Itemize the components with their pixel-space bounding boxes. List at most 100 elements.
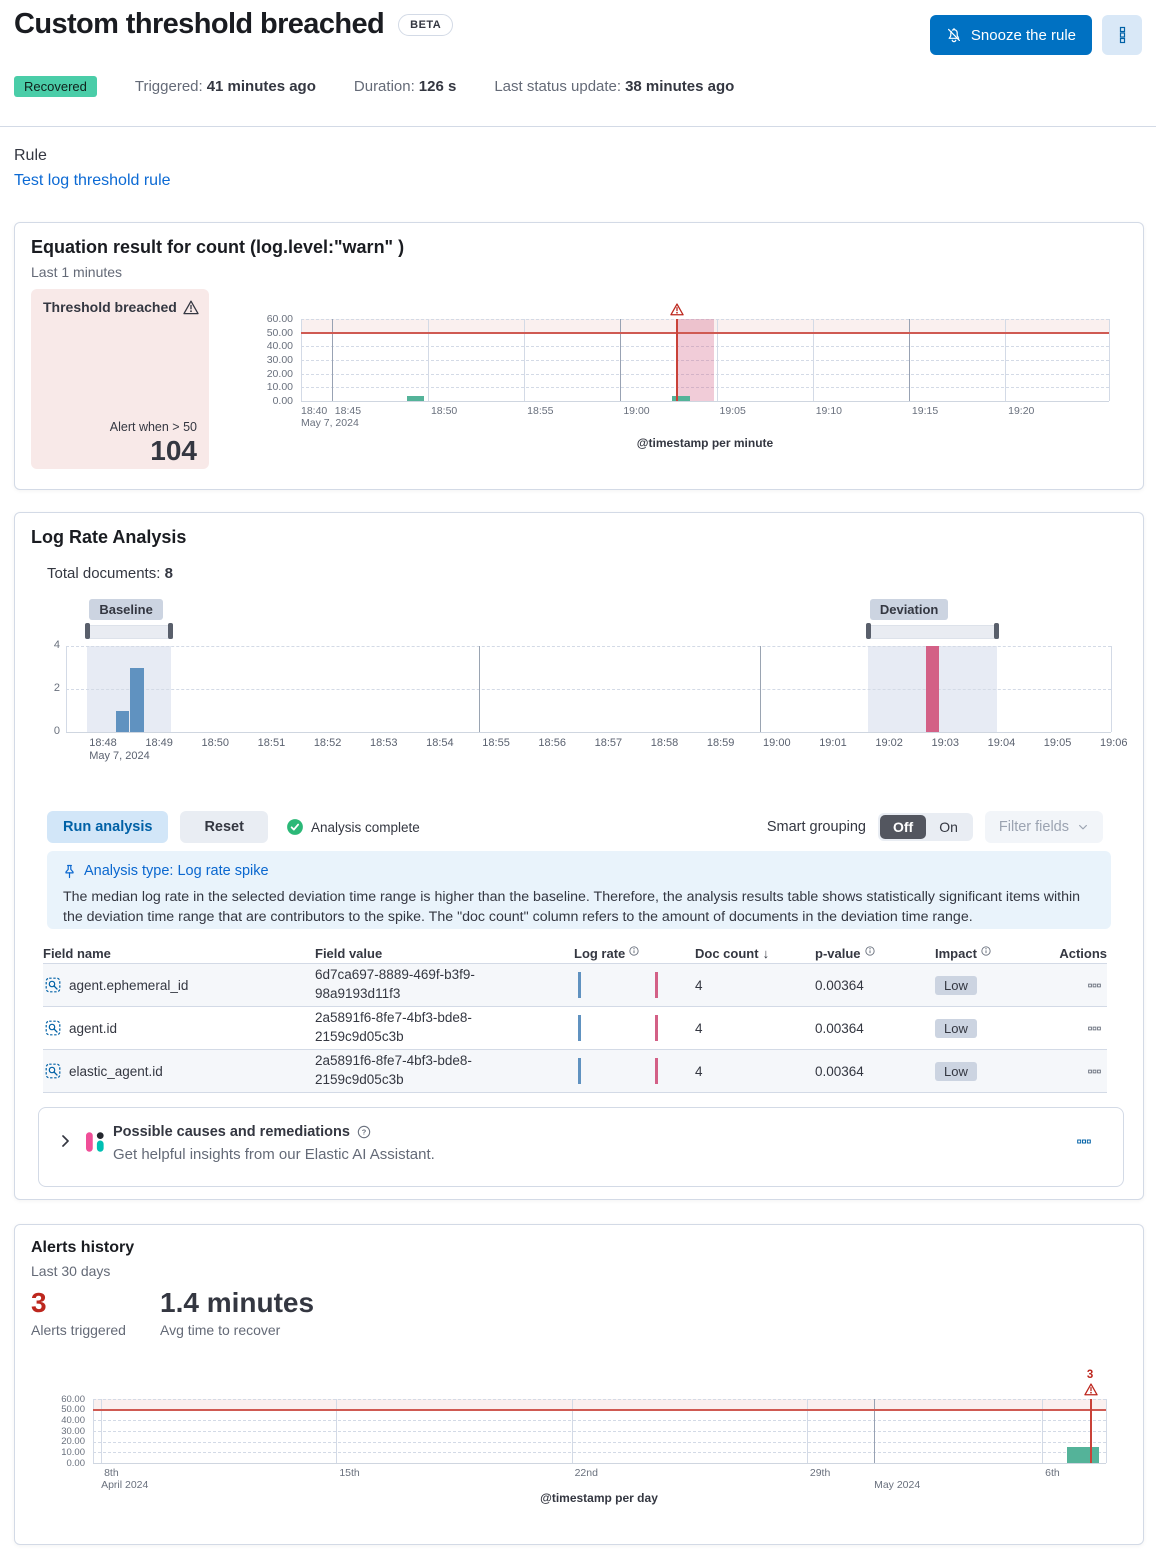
deviation-brush-handle-left[interactable] (865, 623, 871, 639)
equation-panel-title: Equation result for count (log.level:"wa… (31, 237, 405, 257)
log-rate-sparkline (574, 964, 695, 1006)
impact-cell: Low (935, 1018, 1055, 1038)
triggered-stat: Triggered: 41 minutes ago (134, 78, 316, 95)
row-actions-button[interactable] (1086, 981, 1103, 990)
alerts-history-axis-title: @timestamp per day (540, 1491, 658, 1505)
info-icon (981, 945, 991, 956)
threshold-card-title: Threshold breached (43, 299, 177, 315)
deviation-bar (925, 646, 939, 732)
impact-cell: Low (935, 975, 1055, 995)
equation-result-panel: Equation result for count (log.level:"wa… (14, 222, 1144, 490)
alerts-history-subtitle: Last 30 days (31, 1263, 111, 1279)
question-circle-icon: ? (357, 1125, 371, 1139)
smart-grouping-toggle: Off On (877, 813, 973, 841)
svg-text:?: ? (362, 1128, 367, 1137)
warning-triangle-icon (183, 300, 199, 315)
keyword-field-icon (45, 977, 61, 993)
header-actions: Snooze the rule (929, 15, 1142, 55)
rule-link[interactable]: Test log threshold rule (14, 172, 171, 189)
total-documents: Total documents: 8 (47, 565, 173, 582)
status-badge: Recovered (14, 76, 97, 97)
equation-result-value: 104 (150, 435, 197, 466)
threshold-breached-card: Threshold breached Alert when > 50 104 (31, 289, 209, 469)
field-value-cell: 6d7ca697-8889-469f-b3f9-98a9193d11f3 (315, 967, 475, 1001)
baseline-badge: Baseline (89, 599, 163, 620)
toggle-off-option[interactable]: Off (879, 815, 927, 839)
field-name-cell: elastic_agent.id (43, 1063, 315, 1079)
alerts-triggered-count: 3 (31, 1287, 47, 1318)
table-header-row: Field name Field value Log rate Doc coun… (43, 943, 1107, 963)
p-value-cell: 0.00364 (815, 1063, 864, 1079)
sort-desc-icon: ↓ (762, 945, 770, 961)
equation-panel-subtitle: Last 1 minutes (31, 264, 123, 280)
col-impact[interactable]: Impact (935, 946, 1055, 961)
info-icon (864, 945, 875, 956)
doc-count-cell: 4 (695, 1063, 703, 1079)
deviation-spark-bar (655, 1058, 658, 1084)
table-body: agent.ephemeral_id 6d7ca697-8889-469f-b3f… (43, 963, 1107, 1093)
baseline-spark-bar (578, 1058, 581, 1084)
ai-insight-panel[interactable]: Possible causes and remediations ? Get h… (38, 1107, 1124, 1187)
ai-panel-subtitle: Get helpful insights from our Elastic AI… (113, 1146, 435, 1163)
p-value-cell: 0.00364 (815, 977, 864, 993)
alert-annotation-icon (670, 303, 684, 316)
avg-recover-label: Avg time to recover (160, 1322, 281, 1338)
filter-fields-button[interactable]: Filter fields (984, 811, 1103, 843)
alert-status-row: Recovered Triggered: 41 minutes ago Durat… (14, 76, 734, 97)
analysis-type-description: The median log rate in the selected devi… (63, 889, 1081, 926)
header-divider (0, 126, 1156, 127)
col-field-name[interactable]: Field name (43, 945, 111, 961)
run-analysis-button[interactable]: Run analysis (47, 811, 169, 843)
impact-badge: Low (935, 1061, 977, 1081)
more-actions-button[interactable] (1102, 15, 1142, 55)
baseline-brush-handle-left[interactable] (85, 623, 91, 639)
boxes-vertical-icon (1119, 26, 1126, 44)
col-log-rate[interactable]: Log rate (574, 946, 695, 961)
alerts-history-panel: Alerts history Last 30 days 3 Alerts tri… (14, 1224, 1144, 1545)
page-title: Custom threshold breached (14, 8, 385, 40)
baseline-bar (115, 710, 129, 732)
chevron-down-icon (1077, 821, 1089, 833)
rule-section-label: Rule (14, 147, 47, 164)
reset-button[interactable]: Reset (180, 811, 268, 843)
log-rate-analysis-panel: Log Rate Analysis Total documents: 8 Bas… (14, 512, 1144, 1200)
impact-cell: Low (935, 1061, 1055, 1081)
deviation-brush-handle-right[interactable] (994, 623, 999, 639)
analysis-results-table: Field name Field value Log rate Doc coun… (43, 943, 1107, 1093)
equation-chart-axis-title: @timestamp per minute (636, 436, 774, 450)
analysis-type-callout: Analysis type: Log rate spike The median… (47, 851, 1111, 929)
row-actions-button[interactable] (1086, 1024, 1103, 1033)
baseline-spark-bar (578, 972, 581, 998)
alerts-history-title: Alerts history (31, 1239, 135, 1256)
keyword-field-icon (45, 1063, 61, 1079)
col-field-value[interactable]: Field value (315, 945, 383, 961)
log-rate-sparkline (574, 1050, 695, 1092)
chart-bar (406, 395, 425, 401)
info-icon (629, 945, 639, 956)
smart-grouping-label: Smart grouping (766, 819, 866, 835)
avg-recover-value: 1.4 minutes (160, 1287, 315, 1318)
equation-chart: 60.00 50.00 40.00 30.00 20.00 10.00 0.00 18:40 1… (267, 303, 1110, 429)
keyword-field-icon (45, 1020, 61, 1036)
ai-panel-actions-button[interactable] (1071, 1138, 1097, 1145)
doc-count-cell: 4 (695, 1020, 703, 1036)
toggle-on-option[interactable]: On (939, 819, 958, 835)
table-row: elastic_agent.id 2a5891f6-8fe7-4bf3-bde8-… (43, 1049, 1107, 1093)
row-actions-button[interactable] (1086, 1067, 1103, 1076)
field-value-cell: 2a5891f6-8fe7-4bf3-bde8-2159c9d05c3b (315, 1010, 472, 1044)
field-value-cell: 2a5891f6-8fe7-4bf3-bde8-2159c9d05c3b (315, 1053, 472, 1087)
field-name-cell: agent.id (43, 1020, 315, 1036)
impact-badge: Low (935, 975, 977, 995)
page-header: Custom threshold breached BETA (14, 8, 454, 41)
col-p-value[interactable]: p-value (815, 946, 935, 961)
log-rate-sparkline (574, 1007, 695, 1049)
baseline-brush-handle-right[interactable] (168, 623, 173, 639)
table-row: agent.ephemeral_id 6d7ca697-8889-469f-b3f… (43, 963, 1107, 1006)
impact-badge: Low (935, 1018, 977, 1038)
analysis-type-title: Analysis type: Log rate spike (84, 863, 269, 879)
col-doc-count[interactable]: Doc count ↓ (695, 945, 770, 961)
snooze-rule-button[interactable]: Snooze the rule (929, 15, 1092, 55)
chevron-right-icon[interactable] (57, 1133, 73, 1149)
alerts-history-chart: 60.00 50.00 40.00 30.00 20.00 10.00 0.00 8th Apr… (61, 1369, 1107, 1491)
